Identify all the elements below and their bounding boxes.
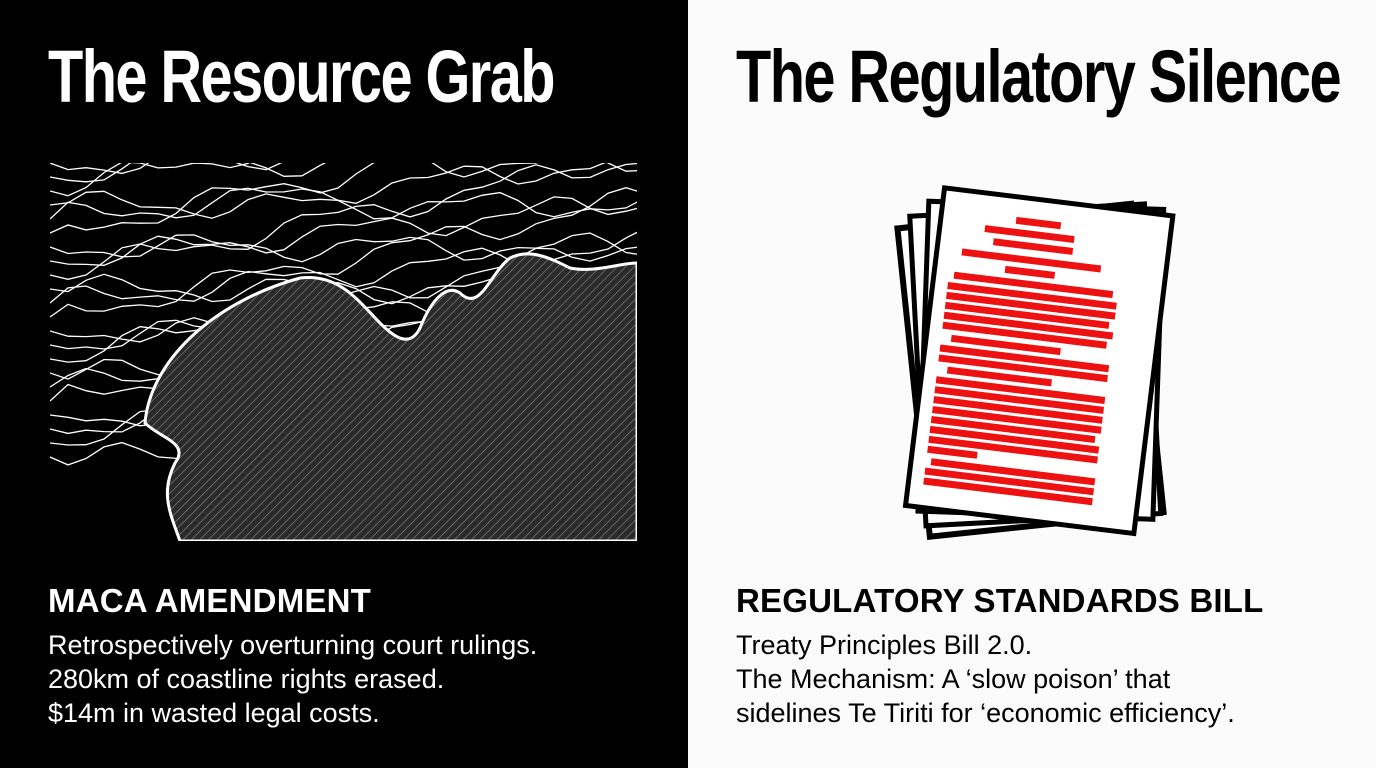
redaction-bar — [939, 344, 1110, 373]
redaction-bar — [938, 354, 1108, 383]
body-line: $14m in wasted legal costs. — [48, 698, 380, 728]
redaction-bar — [947, 281, 1117, 310]
section-heading: MACA AMENDMENT — [48, 582, 371, 619]
contour-line — [50, 163, 637, 280]
redaction-bar — [953, 271, 1114, 299]
contour-line — [50, 190, 637, 220]
redaction-bar — [942, 321, 1107, 349]
redaction-bar — [930, 458, 1096, 486]
redaction-bar — [929, 425, 1100, 454]
contour-line — [50, 187, 637, 318]
regulatory-silence-panel: The Regulatory Silence REGULATORY STANDA… — [688, 0, 1376, 768]
redaction-bar — [933, 396, 1103, 424]
section-heading: REGULATORY STANDARDS BILL — [736, 582, 1264, 619]
document-stack — [894, 185, 1176, 540]
contour-line — [50, 163, 376, 234]
contour-line — [50, 163, 250, 197]
redaction-bar — [943, 311, 1114, 340]
redaction-bar — [934, 386, 1105, 414]
contour-line — [50, 232, 637, 263]
panel-title: The Regulatory Silence — [736, 35, 1342, 118]
redaction-bar — [932, 406, 1102, 434]
redaction-bar — [946, 366, 1052, 387]
body-line: Retrospectively overturning court ruling… — [48, 630, 538, 660]
redaction-bar — [1015, 216, 1062, 230]
section-body: Retrospectively overturning court ruling… — [48, 628, 537, 730]
sea-area — [143, 252, 637, 541]
coastline-map-illustration — [50, 163, 637, 541]
body-line: The Mechanism: A ‘slow poison’ that — [736, 664, 1171, 694]
redaction-bar — [935, 376, 1106, 404]
redaction-bar — [924, 467, 1095, 496]
redaction-bar — [946, 291, 1116, 320]
redaction-bar — [961, 248, 1102, 273]
redaction-bar — [1004, 265, 1056, 279]
redaction-bar — [984, 225, 1075, 244]
body-line: 280km of coastline rights erased. — [48, 664, 445, 694]
body-line: sidelines Te Tiriti for ‘economic effici… — [736, 698, 1235, 728]
redaction-bar — [927, 445, 978, 459]
redaction-bar — [928, 435, 1098, 464]
redaction-bar — [992, 238, 1074, 255]
panel-title: The Resource Grab — [48, 35, 556, 118]
contour-line — [50, 196, 637, 266]
redaction-bars — [923, 216, 1117, 506]
redacted-documents-illustration — [894, 185, 1176, 540]
contour-line — [50, 163, 606, 220]
body-line: Treaty Principles Bill 2.0. — [736, 630, 1033, 660]
redaction-bar — [923, 477, 1093, 506]
redaction-bar — [930, 415, 1096, 444]
resource-grab-panel: The Resource Grab MACA AMENDMENT Retrosp… — [0, 0, 688, 768]
section-body: Treaty Principles Bill 2.0. The Mechanis… — [736, 628, 1235, 730]
redaction-bar — [950, 334, 1061, 356]
redaction-bar — [944, 301, 1110, 329]
